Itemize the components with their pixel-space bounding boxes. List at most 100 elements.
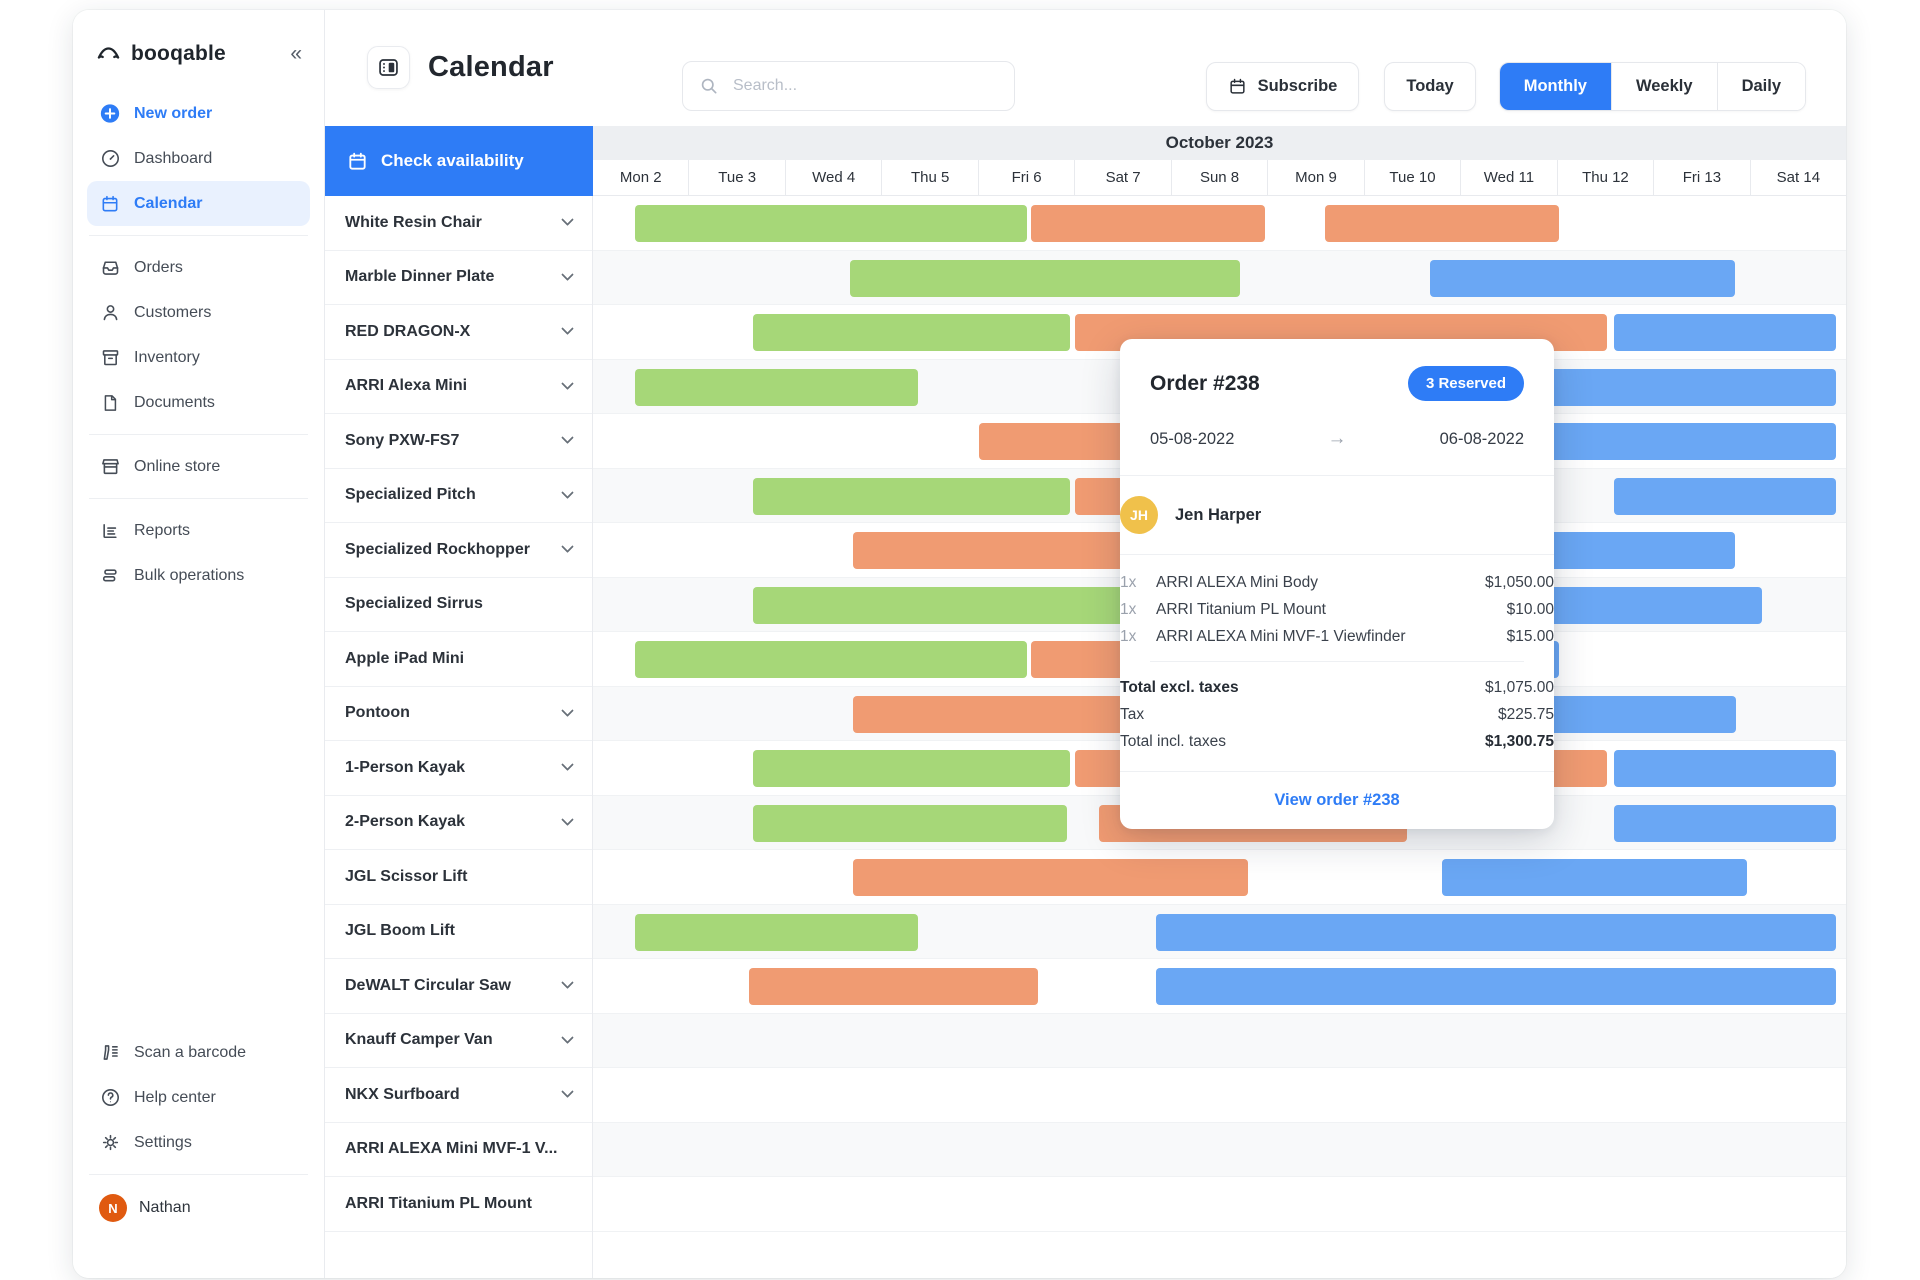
product-name: ARRI Alexa Mini <box>345 377 468 395</box>
sidebar: booqable « New order Dashboard Calendar Ord… <box>73 10 325 1278</box>
product-row-marble-dinner-plate[interactable]: Marble Dinner Plate <box>325 250 592 305</box>
sidebar-item-customers[interactable]: Customers <box>87 290 310 335</box>
view-tab-weekly[interactable]: Weekly <box>1610 63 1717 110</box>
bulk-icon <box>99 565 121 587</box>
booking-bar-green[interactable] <box>753 314 1071 351</box>
product-name: JGL Scissor Lift <box>345 867 468 885</box>
chevron-down-icon[interactable] <box>561 377 574 390</box>
sidebar-item-bulk-operations[interactable]: Bulk operations <box>87 553 310 598</box>
booking-bar-green[interactable] <box>635 641 1027 678</box>
booking-bar-green[interactable] <box>753 477 1071 515</box>
product-row-pontoon[interactable]: Pontoon <box>325 686 592 741</box>
product-row-jgl-boom-lift[interactable]: JGL Boom Lift <box>325 904 592 959</box>
product-row-red-dragon-x[interactable]: RED DRAGON-X <box>325 305 592 360</box>
booking-bar-blue[interactable] <box>1155 913 1837 951</box>
booking-bar-green[interactable] <box>753 804 1068 842</box>
booking-bar-orange[interactable] <box>853 859 1249 896</box>
product-row-apple-ipad-mini[interactable]: Apple iPad Mini <box>325 632 592 687</box>
product-row-specialized-rockhopper[interactable]: Specialized Rockhopper <box>325 523 592 578</box>
today-button[interactable]: Today <box>1384 62 1476 111</box>
order-popup: Order #238 3 Reserved 05-08-2022 → 06-08… <box>1120 339 1554 829</box>
chevron-down-icon[interactable] <box>561 431 574 445</box>
booking-bar-green[interactable] <box>635 368 918 406</box>
product-name: Specialized Pitch <box>345 486 476 504</box>
sidebar-bottom: Scan a barcode Help center Settings N Nath… <box>87 1030 310 1232</box>
collapse-sidebar-icon[interactable]: « <box>290 42 302 65</box>
sidebar-item-online-store[interactable]: Online store <box>87 444 310 489</box>
sidebar-item-reports[interactable]: Reports <box>87 508 310 553</box>
user-menu[interactable]: N Nathan <box>87 1184 310 1232</box>
booking-bar-green[interactable] <box>635 205 1027 242</box>
booking-bar-blue[interactable] <box>1155 968 1837 1005</box>
booking-bar-orange[interactable] <box>1324 205 1559 242</box>
sidebar-item-new-order[interactable]: New order <box>87 91 310 136</box>
chevron-down-icon[interactable] <box>561 268 574 281</box>
product-name: Apple iPad Mini <box>345 649 465 667</box>
search-field[interactable] <box>731 76 998 96</box>
view-tab-daily[interactable]: Daily <box>1716 63 1805 110</box>
view-tab-monthly[interactable]: Monthly <box>1499 63 1611 110</box>
product-row-specialized-sirrus[interactable]: Specialized Sirrus <box>325 577 592 632</box>
sidebar-item-dashboard[interactable]: Dashboard <box>87 136 310 181</box>
product-row-jgl-scissor-lift[interactable]: JGL Scissor Lift <box>325 850 592 905</box>
booking-bar-blue[interactable] <box>1429 259 1736 297</box>
subscribe-button[interactable]: Subscribe <box>1205 62 1360 111</box>
order-items: 1x ARRI ALEXA Mini Body $1,050.00 1x ARRI Ti… <box>1120 555 1554 661</box>
product-row-dewalt-circular-saw[interactable]: DeWALT Circular Saw <box>325 959 592 1014</box>
booking-bar-green[interactable] <box>753 750 1071 787</box>
chevron-down-icon[interactable] <box>561 486 574 499</box>
sidebar-item-orders[interactable]: Orders <box>87 245 310 290</box>
sidebar-item-inventory[interactable]: Inventory <box>87 335 310 380</box>
chevron-down-icon[interactable] <box>561 704 574 717</box>
booking-bar-green[interactable] <box>635 913 918 951</box>
booking-bar-green[interactable] <box>753 586 1191 624</box>
booking-bar-blue[interactable] <box>1613 477 1837 515</box>
plus-circle-icon <box>99 103 121 125</box>
booking-bar-orange[interactable] <box>749 968 1039 1005</box>
product-name: JGL Boom Lift <box>345 922 455 940</box>
sidebar-item-label: New order <box>134 104 213 122</box>
booking-bar-blue[interactable] <box>1613 314 1837 351</box>
sidebar-item-label: Calendar <box>134 194 203 212</box>
day-header-cell: Mon 9 <box>1267 160 1363 195</box>
chevron-down-icon[interactable] <box>561 758 574 772</box>
sidebar-item-calendar[interactable]: Calendar <box>87 181 310 226</box>
product-name: Knauff Camper Van <box>345 1031 493 1049</box>
booking-bar-orange[interactable] <box>1030 205 1265 242</box>
product-row-arri-alexa-mini-mvf-1-v[interactable]: ARRI ALEXA Mini MVF-1 V... <box>325 1122 592 1177</box>
product-row-sony-pxw-fs7[interactable]: Sony PXW-FS7 <box>325 414 592 469</box>
product-row-knauff-camper-van[interactable]: Knauff Camper Van <box>325 1013 592 1068</box>
chevron-down-icon[interactable] <box>561 813 574 826</box>
view-order-link[interactable]: View order #238 <box>1120 771 1554 829</box>
product-row-1-person-kayak[interactable]: 1-Person Kayak <box>325 741 592 796</box>
chevron-down-icon[interactable] <box>561 540 574 554</box>
chevron-down-icon[interactable] <box>561 322 574 336</box>
calendar-icon <box>99 193 121 215</box>
check-availability-button[interactable]: Check availability <box>325 126 593 196</box>
booking-bar-blue[interactable] <box>1613 750 1837 787</box>
search-icon <box>699 76 719 96</box>
product-row-white-resin-chair[interactable]: White Resin Chair <box>325 196 592 251</box>
product-row-nkx-surfboard[interactable]: NKX Surfboard <box>325 1068 592 1123</box>
divider <box>89 1174 308 1175</box>
product-row-specialized-pitch[interactable]: Specialized Pitch <box>325 468 592 523</box>
booking-bar-blue[interactable] <box>1613 804 1837 842</box>
sidebar-item-label: Inventory <box>134 348 200 366</box>
search-input[interactable] <box>682 61 1015 111</box>
chevron-down-icon[interactable] <box>561 213 574 227</box>
booking-bar-green[interactable] <box>850 259 1240 297</box>
sidebar-item-help-center[interactable]: Help center <box>87 1075 310 1120</box>
booking-bar-blue[interactable] <box>1442 859 1747 896</box>
product-row-arri-alexa-mini[interactable]: ARRI Alexa Mini <box>325 359 592 414</box>
chevron-down-icon[interactable] <box>561 1031 574 1044</box>
item-qty: 1x <box>1120 628 1137 645</box>
sidebar-item-scan-a-barcode[interactable]: Scan a barcode <box>87 1030 310 1075</box>
sidebar-item-settings[interactable]: Settings <box>87 1120 310 1165</box>
product-row-2-person-kayak[interactable]: 2-Person Kayak <box>325 795 592 850</box>
chevron-down-icon[interactable] <box>561 976 574 990</box>
product-name: NKX Surfboard <box>345 1085 460 1103</box>
product-row-arri-titanium-pl-mount[interactable]: ARRI Titanium PL Mount <box>325 1177 592 1232</box>
item-price: $1,050.00 <box>1485 574 1554 591</box>
sidebar-item-documents[interactable]: Documents <box>87 380 310 425</box>
chevron-down-icon[interactable] <box>561 1085 574 1099</box>
